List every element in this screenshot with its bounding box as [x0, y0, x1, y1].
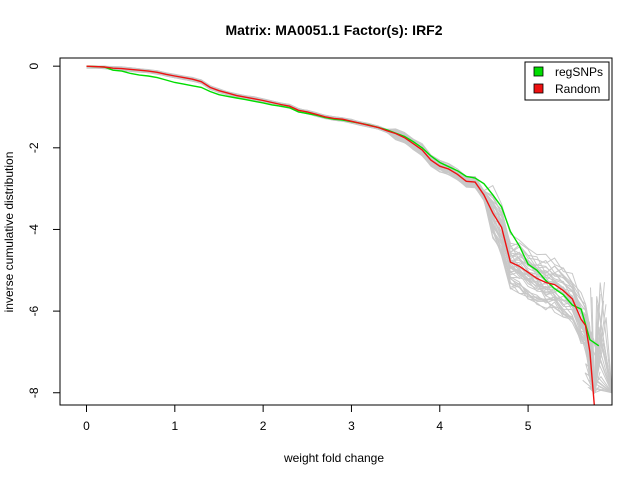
x-tick-label: 4 — [436, 419, 443, 433]
y-axis: 0 -2 -4 -6 -8 — [27, 63, 61, 398]
random-curve — [86, 65, 613, 393]
random-curve — [86, 66, 613, 394]
random-curve — [86, 66, 605, 393]
x-tick-label: 2 — [260, 419, 267, 433]
random-curve — [86, 65, 613, 395]
legend-label-regsnps: regSNPs — [555, 65, 603, 79]
random-curve — [86, 66, 613, 393]
background-random-curves — [86, 65, 613, 395]
random-curve — [86, 66, 613, 394]
random-curve — [86, 65, 595, 381]
random-curve — [86, 65, 613, 393]
random-curve — [86, 66, 613, 394]
x-axis: 0 1 2 3 4 5 — [83, 404, 532, 433]
random-curve — [86, 65, 613, 394]
random-curve — [86, 65, 613, 394]
random-curve — [86, 66, 613, 393]
random-curve — [86, 67, 605, 393]
random-curve — [86, 65, 595, 393]
random-curve — [86, 66, 595, 393]
random-curve — [86, 65, 613, 393]
series-line-regsnps — [86, 65, 600, 347]
plot-frame — [59, 57, 613, 406]
random-curve — [86, 66, 613, 393]
random-curve — [86, 66, 613, 394]
random-curve — [86, 66, 613, 393]
random-curve — [86, 65, 595, 390]
y-tick-label: -2 — [27, 142, 41, 153]
x-tick-label: 0 — [83, 419, 90, 433]
legend-label-random: Random — [555, 82, 600, 96]
series-lines — [86, 65, 600, 406]
random-curve — [86, 65, 601, 393]
random-curve — [86, 65, 595, 393]
random-curve — [86, 66, 613, 393]
random-curve — [86, 65, 595, 387]
random-curve — [86, 67, 607, 393]
y-tick-label: 0 — [27, 63, 41, 70]
random-curve — [86, 66, 595, 393]
chart-title: Matrix: MA0051.1 Factor(s): IRF2 — [225, 22, 442, 38]
y-axis-label: inverse cumulative distribution — [2, 152, 16, 313]
random-curve — [86, 65, 613, 393]
random-curve — [86, 65, 613, 393]
random-curve — [86, 65, 595, 392]
legend: regSNPs Random — [524, 61, 610, 101]
random-curve — [86, 66, 595, 393]
legend-swatch-random — [533, 83, 544, 94]
x-tick-label: 1 — [171, 419, 178, 433]
random-curve — [86, 65, 600, 386]
random-curve — [86, 66, 613, 394]
x-tick-label: 3 — [348, 419, 355, 433]
x-axis-label: weight fold change — [283, 451, 384, 465]
random-curve — [86, 67, 595, 393]
y-tick-label: -8 — [27, 387, 41, 398]
y-tick-label: -4 — [27, 224, 41, 235]
y-tick-label: -6 — [27, 305, 41, 316]
legend-box — [524, 61, 610, 101]
random-curve — [86, 65, 613, 394]
random-curve — [86, 66, 613, 393]
random-curve — [86, 65, 613, 395]
random-curve — [86, 67, 601, 393]
random-curve — [86, 66, 613, 394]
random-curve — [86, 66, 613, 393]
random-curve — [86, 65, 595, 393]
x-tick-label: 5 — [525, 419, 532, 433]
series-line-random — [86, 65, 595, 406]
legend-swatch-regsnps — [533, 66, 544, 77]
